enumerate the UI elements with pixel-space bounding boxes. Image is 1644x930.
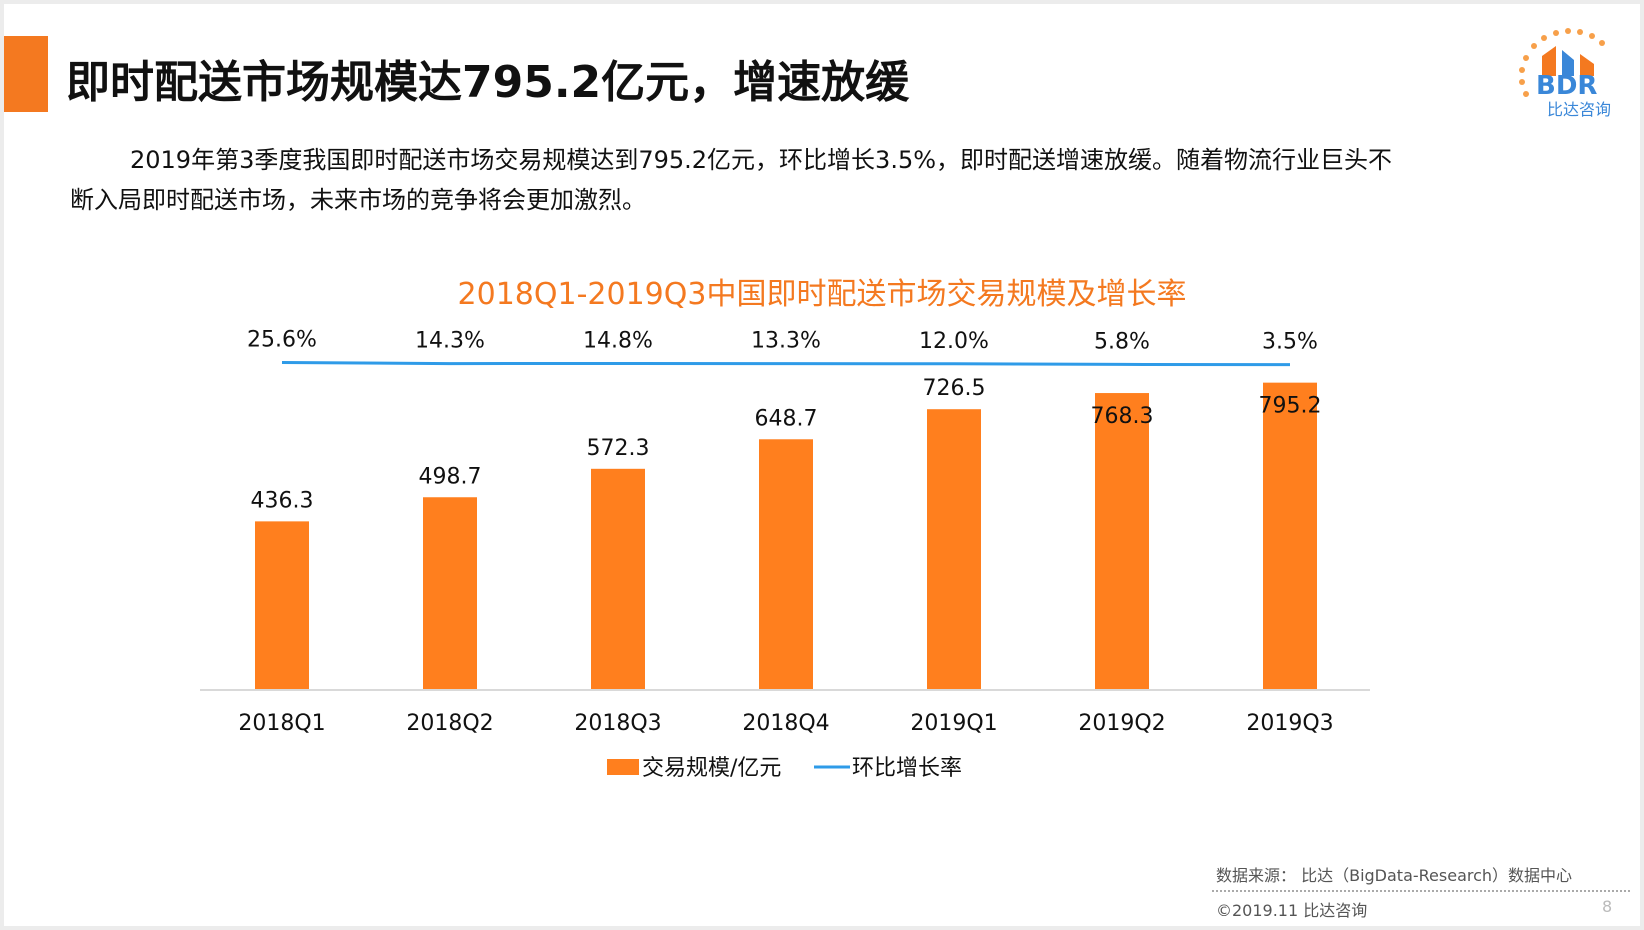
footer-divider (1212, 890, 1630, 892)
slide-title: 即时配送市场规模达795.2亿元，增速放缓 (66, 57, 910, 108)
intro-line-1: 2019年第3季度我国即时配送市场交易规模达到795.2亿元，环比增长3.5%，… (130, 146, 1393, 174)
growth-rate-label: 12.0% (919, 329, 989, 354)
bar-value-label: 436.3 (251, 488, 314, 513)
bar-2018Q3 (591, 468, 645, 690)
bar-value-label: 498.7 (419, 464, 482, 489)
growth-rate-label: 14.8% (583, 329, 653, 354)
x-tick-label: 2018Q3 (574, 711, 661, 736)
logo-buildings (1542, 46, 1594, 76)
growth-rate-label: 13.3% (751, 329, 821, 354)
combo-chart: 2018Q1-2019Q3中国即时配送市场交易规模及增长率 436.3 498.7… (200, 277, 1370, 781)
bar-2019Q1 (927, 409, 981, 690)
bar-value-label: 572.3 (587, 436, 650, 461)
chart-title: 2018Q1-2019Q3中国即时配送市场交易规模及增长率 (458, 277, 1187, 312)
x-tick-label: 2018Q4 (742, 711, 829, 736)
bar-value-label: 768.3 (1091, 404, 1154, 429)
growth-rate-line (281, 360, 1291, 367)
legend: 交易规模/亿元 环比增长率 (607, 756, 962, 781)
x-tick-label: 2019Q3 (1246, 711, 1333, 736)
footer-copyright: ©2019.11 比达咨询 (1216, 901, 1368, 920)
growth-rate-label: 25.6% (247, 327, 317, 352)
footer-source: 数据来源： 比达（BigData-Research）数据中心 (1216, 866, 1573, 885)
bar-2018Q2 (423, 497, 477, 690)
logo-subtext: 比达咨询 (1547, 100, 1612, 119)
logo-dotted-ring (1519, 28, 1605, 97)
bar-2018Q4 (759, 439, 813, 690)
x-tick-label: 2019Q2 (1078, 711, 1165, 736)
bar-value-label: 648.7 (755, 406, 818, 431)
bar-value-label: 795.2 (1259, 394, 1322, 419)
growth-line-series: 25.6% 14.3% 14.8% 13.3% 12.0% 5.8% 3.5% (247, 327, 1318, 367)
x-tick-label: 2018Q1 (238, 711, 325, 736)
bar-2019Q3 (1263, 382, 1317, 690)
x-tick-label: 2018Q2 (406, 711, 493, 736)
bar-2018Q1 (255, 521, 309, 690)
growth-rate-label: 5.8% (1094, 329, 1150, 354)
bdr-logo: BDR (1519, 28, 1605, 101)
bar-value-label: 726.5 (923, 376, 986, 401)
x-axis-ticks: 2018Q1 2018Q2 2018Q3 2018Q4 2019Q1 2019Q2 2019… (238, 711, 1333, 736)
legend-line-label: 环比增长率 (852, 756, 962, 781)
title-accent-bar (4, 36, 48, 112)
intro-line-2: 断入局即时配送市场，未来市场的竞争将会更加激烈。 (70, 186, 646, 214)
chart-container: 2018Q1-2019Q3中国即时配送市场交易规模及增长率 436.3 498.7… (4, 274, 1640, 834)
bar-2019Q2 (1095, 393, 1149, 690)
logo-text: BDR (1536, 71, 1597, 101)
growth-rate-label: 14.3% (415, 329, 485, 354)
legend-bar-label: 交易规模/亿元 (642, 756, 781, 781)
slide: 即时配送市场规模达795.2亿元，增速放缓 BDR 比达咨询 2019年第3季度… (4, 4, 1640, 926)
x-tick-label: 2019Q1 (910, 711, 997, 736)
legend-bar-swatch (607, 759, 639, 775)
intro-paragraph: 2019年第3季度我国即时配送市场交易规模达到795.2亿元，环比增长3.5%，… (70, 140, 1570, 220)
bar-series: 436.3 498.7 572.3 648.7 726.5 768.3 795.2 (251, 376, 1322, 690)
page-number: 8 (1602, 897, 1613, 916)
growth-rate-label: 3.5% (1262, 330, 1318, 355)
